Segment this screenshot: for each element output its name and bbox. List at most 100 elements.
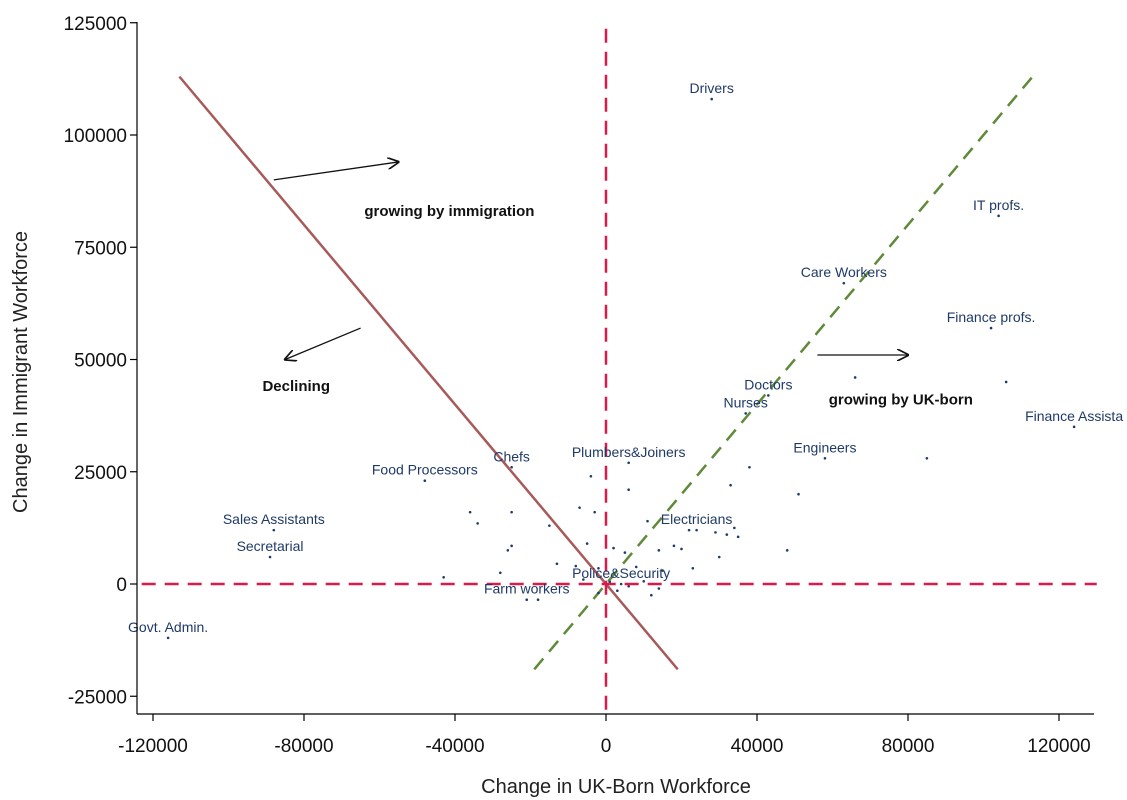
annotation-text: growing by immigration xyxy=(364,203,534,220)
y-tick-label: 75000 xyxy=(74,238,127,259)
y-tick-label: 50000 xyxy=(74,351,127,372)
point-label: Farm workers xyxy=(484,581,570,597)
data-point xyxy=(714,531,717,534)
point-label: IT profs. xyxy=(973,197,1024,213)
data-point xyxy=(616,589,619,593)
data-point xyxy=(680,547,683,551)
data-point xyxy=(710,97,713,101)
data-point xyxy=(593,510,596,514)
annotation-text: Declining xyxy=(262,378,330,395)
data-point xyxy=(510,465,513,469)
data-point xyxy=(166,636,170,640)
annotation-arrow-1 xyxy=(273,162,399,181)
annotations: growing by immigration Declining growing b… xyxy=(262,203,972,409)
data-point xyxy=(589,474,593,478)
data-point xyxy=(574,564,578,568)
data-point xyxy=(767,394,770,397)
data-point xyxy=(744,412,747,415)
data-point xyxy=(695,528,698,532)
x-tick-label: 0 xyxy=(601,736,612,757)
data-point xyxy=(510,510,513,514)
data-point xyxy=(499,571,502,575)
data-point xyxy=(785,549,789,552)
y-tick-label: -25000 xyxy=(68,687,127,708)
x-tick-label: -80000 xyxy=(274,736,333,757)
point-label: Drivers xyxy=(690,80,734,96)
point-label: Govt. Admin. xyxy=(128,619,208,635)
point-label: Finance profs. xyxy=(947,309,1036,325)
point-label: Finance Assista xyxy=(1025,408,1123,424)
point-label: Doctors xyxy=(744,376,792,392)
data-point xyxy=(853,376,857,379)
y-tick-label: 125000 xyxy=(64,14,127,35)
axes: -120000 -80000 -40000 0 40000 80000 120000 -250… xyxy=(64,14,1094,757)
data-point xyxy=(733,526,736,530)
x-tick-label: 120000 xyxy=(1027,736,1090,757)
data-point xyxy=(510,544,513,548)
data-point xyxy=(717,555,721,559)
data-point xyxy=(661,569,664,572)
data-point xyxy=(691,566,695,570)
data-point xyxy=(578,506,581,509)
data-point xyxy=(585,542,589,545)
annotation-text: growing by UK-born xyxy=(829,391,973,408)
data-point xyxy=(536,598,540,602)
data-point xyxy=(646,519,649,523)
point-label: Secretarial xyxy=(237,538,304,554)
point-label: Sales Assistants xyxy=(223,511,325,527)
annotation-arrows xyxy=(273,162,908,360)
point-label: Police&Security xyxy=(572,565,670,581)
data-point xyxy=(619,582,623,586)
data-point xyxy=(548,524,551,527)
data-point xyxy=(650,593,653,597)
data-point xyxy=(423,479,427,483)
data-point xyxy=(555,562,559,566)
data-point xyxy=(687,528,691,532)
y-tick-label: 100000 xyxy=(64,126,127,147)
data-point xyxy=(925,456,929,460)
data-point xyxy=(634,565,638,569)
point-labels: Drivers IT profs. Care Workers Finance prof… xyxy=(128,80,1123,635)
point-label: Care Workers xyxy=(801,264,887,280)
data-point xyxy=(672,544,676,548)
data-point xyxy=(582,578,585,581)
x-axis-title: Change in UK-Born Workforce xyxy=(481,776,751,798)
data-point xyxy=(736,535,740,539)
data-point xyxy=(1072,425,1076,429)
y-axis-title: Change in Immigrant Workforce xyxy=(10,231,32,513)
data-point xyxy=(597,591,600,595)
x-tick-label: 40000 xyxy=(731,736,784,757)
reference-line-declining-boundary xyxy=(178,75,679,671)
data-point xyxy=(997,214,1000,218)
data-point xyxy=(627,584,630,588)
data-point xyxy=(476,522,479,525)
data-point xyxy=(506,549,510,552)
x-tick-label: 80000 xyxy=(882,736,935,757)
point-label: Engineers xyxy=(793,439,856,455)
reference-line-equal-growth xyxy=(533,75,1034,671)
data-point xyxy=(268,555,272,559)
annotation-arrow-2 xyxy=(285,327,361,359)
data-point xyxy=(748,465,751,469)
point-label: Food Processors xyxy=(372,462,478,478)
data-point xyxy=(657,549,661,552)
data-point xyxy=(989,326,993,330)
data-point xyxy=(468,510,472,514)
data-point xyxy=(657,587,661,590)
data-point xyxy=(627,488,630,492)
data-point xyxy=(823,456,827,460)
point-label: Chefs xyxy=(493,448,530,464)
data-point xyxy=(627,461,630,465)
point-label: Nurses xyxy=(723,394,767,410)
data-point xyxy=(608,580,612,584)
data-point xyxy=(623,551,627,554)
point-label: Electricians xyxy=(661,511,733,527)
data-point xyxy=(612,546,615,550)
data-point xyxy=(442,575,445,579)
data-point xyxy=(842,281,846,285)
point-label: Plumbers&Joiners xyxy=(572,444,686,460)
y-tick-label: 0 xyxy=(116,575,127,596)
data-point xyxy=(797,492,800,496)
data-points xyxy=(166,97,1076,640)
